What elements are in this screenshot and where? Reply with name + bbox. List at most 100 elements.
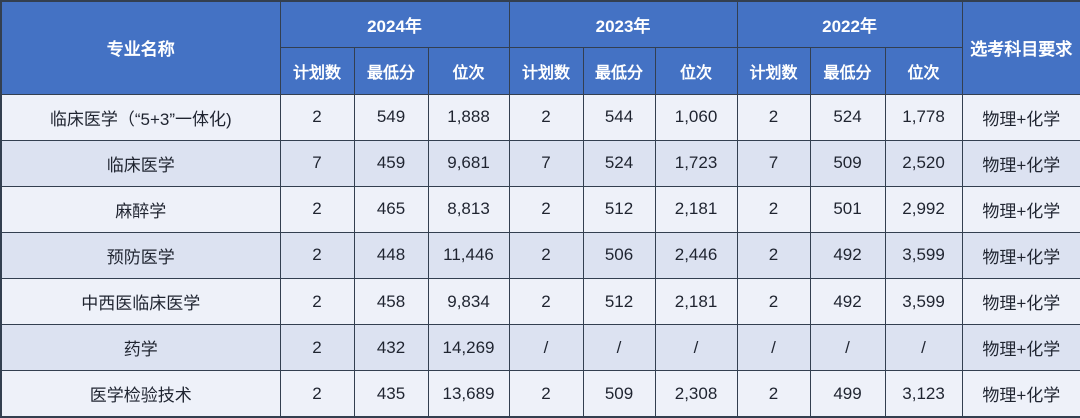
value-cell: 1,723: [654, 139, 738, 187]
value-cell: 2: [279, 231, 355, 280]
value-cell: 2: [279, 370, 355, 418]
table-row: 麻醉学 2 465 8,813 2 512 2,181 2 501 2,992 物理+化学: [0, 185, 1080, 233]
value-cell: 2: [736, 370, 811, 418]
value-cell: 509: [809, 139, 886, 187]
value-cell: /: [736, 324, 811, 372]
table-row: 临床医学 7 459 9,681 7 524 1,723 7 509 2,520 物理+化学: [0, 139, 1080, 187]
value-cell: 524: [809, 93, 886, 141]
header-plan-count-2023: 计划数: [508, 46, 584, 95]
value-cell: 2: [279, 324, 355, 372]
subjects-cell: 物理+化学: [961, 278, 1080, 326]
subjects-cell: 物理+化学: [961, 185, 1080, 233]
table-row: 中西医临床医学 2 458 9,834 2 512 2,181 2 492 3,599 物理+化学: [0, 278, 1080, 326]
header-major-name: 专业名称: [0, 0, 281, 95]
header-year-2022: 2022年: [736, 0, 963, 48]
value-cell: 458: [353, 278, 429, 326]
value-cell: 2,181: [654, 278, 738, 326]
value-cell: 2: [279, 278, 355, 326]
value-cell: 2: [508, 278, 584, 326]
value-cell: 14,269: [427, 324, 510, 372]
header-rank-2023: 位次: [654, 46, 738, 95]
value-cell: 2: [279, 93, 355, 141]
value-cell: 2: [508, 185, 584, 233]
header-sub-row: 计划数 最低分 位次 计划数 最低分 位次 计划数 最低分 位次: [1, 46, 1080, 95]
value-cell: 432: [353, 324, 429, 372]
value-cell: 3,123: [884, 370, 963, 418]
value-cell: 492: [809, 231, 886, 280]
value-cell: 2: [736, 231, 811, 280]
header-min-score-2023: 最低分: [582, 46, 656, 95]
value-cell: 2,520: [884, 139, 963, 187]
header-min-score-2022: 最低分: [809, 46, 886, 95]
header-rank-2024: 位次: [427, 46, 510, 95]
value-cell: 2: [279, 185, 355, 233]
major-name-cell: 临床医学（“5+3”一体化): [0, 93, 281, 141]
value-cell: 512: [582, 185, 656, 233]
value-cell: 492: [809, 278, 886, 326]
value-cell: 7: [508, 139, 584, 187]
value-cell: 2: [736, 278, 811, 326]
header-subject-requirement: 选考科目要求: [961, 0, 1080, 95]
header-year-row: 专业名称 2024年 2023年 2022年 选考科目要求: [0, 0, 1080, 95]
major-name-cell: 中西医临床医学: [0, 278, 281, 326]
value-cell: 435: [353, 370, 429, 418]
subjects-cell: 物理+化学: [961, 370, 1080, 418]
value-cell: 7: [279, 139, 355, 187]
value-cell: 1,060: [654, 93, 738, 141]
header-plan-count-2022: 计划数: [736, 46, 811, 95]
table-row: 预防医学 2 448 11,446 2 506 2,446 2 492 3,599 物理+化学: [0, 231, 1080, 280]
value-cell: 2: [736, 185, 811, 233]
value-cell: 1,888: [427, 93, 510, 141]
header-rank-2022: 位次: [884, 46, 963, 95]
header-min-score-2024: 最低分: [353, 46, 429, 95]
value-cell: 2,992: [884, 185, 963, 233]
value-cell: 9,681: [427, 139, 510, 187]
value-cell: /: [884, 324, 963, 372]
value-cell: 549: [353, 93, 429, 141]
value-cell: 2: [508, 370, 584, 418]
value-cell: 2: [508, 231, 584, 280]
value-cell: 448: [353, 231, 429, 280]
table-header: 专业名称 2024年 2023年 2022年 选考科目要求 计划数 最低分 位次…: [0, 0, 1080, 95]
major-name-cell: 临床医学: [0, 139, 281, 187]
value-cell: /: [582, 324, 656, 372]
major-name-cell: 预防医学: [0, 231, 281, 280]
value-cell: 7: [736, 139, 811, 187]
header-year-2024: 2024年: [279, 0, 510, 48]
value-cell: 2,308: [654, 370, 738, 418]
value-cell: 499: [809, 370, 886, 418]
subjects-cell: 物理+化学: [961, 231, 1080, 280]
header-year-2023: 2023年: [508, 0, 738, 48]
value-cell: 1,778: [884, 93, 963, 141]
header-plan-count-2024: 计划数: [279, 46, 355, 95]
value-cell: /: [654, 324, 738, 372]
value-cell: 459: [353, 139, 429, 187]
value-cell: 2: [508, 93, 584, 141]
table-row: 医学检验技术 2 435 13,689 2 509 2,308 2 499 3,123 物理+化学: [0, 370, 1080, 418]
value-cell: 2: [736, 93, 811, 141]
value-cell: 509: [582, 370, 656, 418]
value-cell: 544: [582, 93, 656, 141]
table-row: 药学 2 432 14,269// / / / / 物理+化学: [0, 324, 1080, 372]
subjects-cell: 物理+化学: [961, 139, 1080, 187]
value-cell: 524: [582, 139, 656, 187]
value-cell: 3,599: [884, 231, 963, 280]
value-cell: 13,689: [427, 370, 510, 418]
value-cell: 8,813: [427, 185, 510, 233]
value-cell: 2,446: [654, 231, 738, 280]
major-name-cell: 医学检验技术: [0, 370, 281, 418]
table-row: 临床医学（“5+3”一体化) 2 549 1,888 2 544 1,060 2 524 1,77…: [0, 93, 1080, 141]
value-cell: /: [508, 324, 584, 372]
subjects-cell: 物理+化学: [961, 324, 1080, 372]
value-cell: 465: [353, 185, 429, 233]
major-name-cell: 麻醉学: [0, 185, 281, 233]
subjects-cell: 物理+化学: [961, 93, 1080, 141]
value-cell: 512: [582, 278, 656, 326]
value-cell: 501: [809, 185, 886, 233]
major-name-cell: 药学: [0, 324, 281, 372]
value-cell: 2,181: [654, 185, 738, 233]
value-cell: /: [809, 324, 886, 372]
value-cell: 9,834: [427, 278, 510, 326]
